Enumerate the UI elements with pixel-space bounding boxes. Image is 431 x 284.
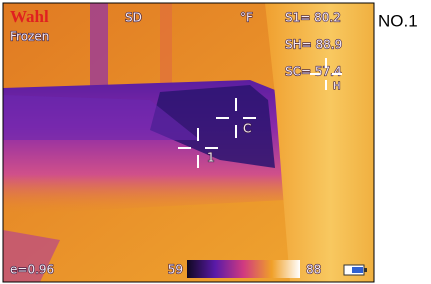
mode: Frozen xyxy=(10,30,49,44)
scale-min: 59 xyxy=(168,263,183,277)
scale-max: 88 xyxy=(306,263,321,277)
reading-s1: S1= 80.2 xyxy=(285,11,341,25)
screenshot: Wahl Frozen SD °F S1= 80.2 SH= 88.9 SC= … xyxy=(0,0,431,284)
marker-label: 1 xyxy=(207,151,215,165)
caption: NO.1 xyxy=(378,11,418,30)
status: SD xyxy=(125,11,142,25)
reading-sh: SH= 88.9 xyxy=(285,38,342,52)
emissivity: e=0.96 xyxy=(10,263,54,277)
battery-icon xyxy=(344,265,367,275)
reading-sc: SC= 57.4 xyxy=(285,65,342,79)
brand: Wahl xyxy=(10,7,49,26)
unit: °F xyxy=(240,11,253,25)
color-scale xyxy=(187,260,300,278)
marker-label: C xyxy=(243,122,251,136)
marker-label: H xyxy=(333,81,341,92)
